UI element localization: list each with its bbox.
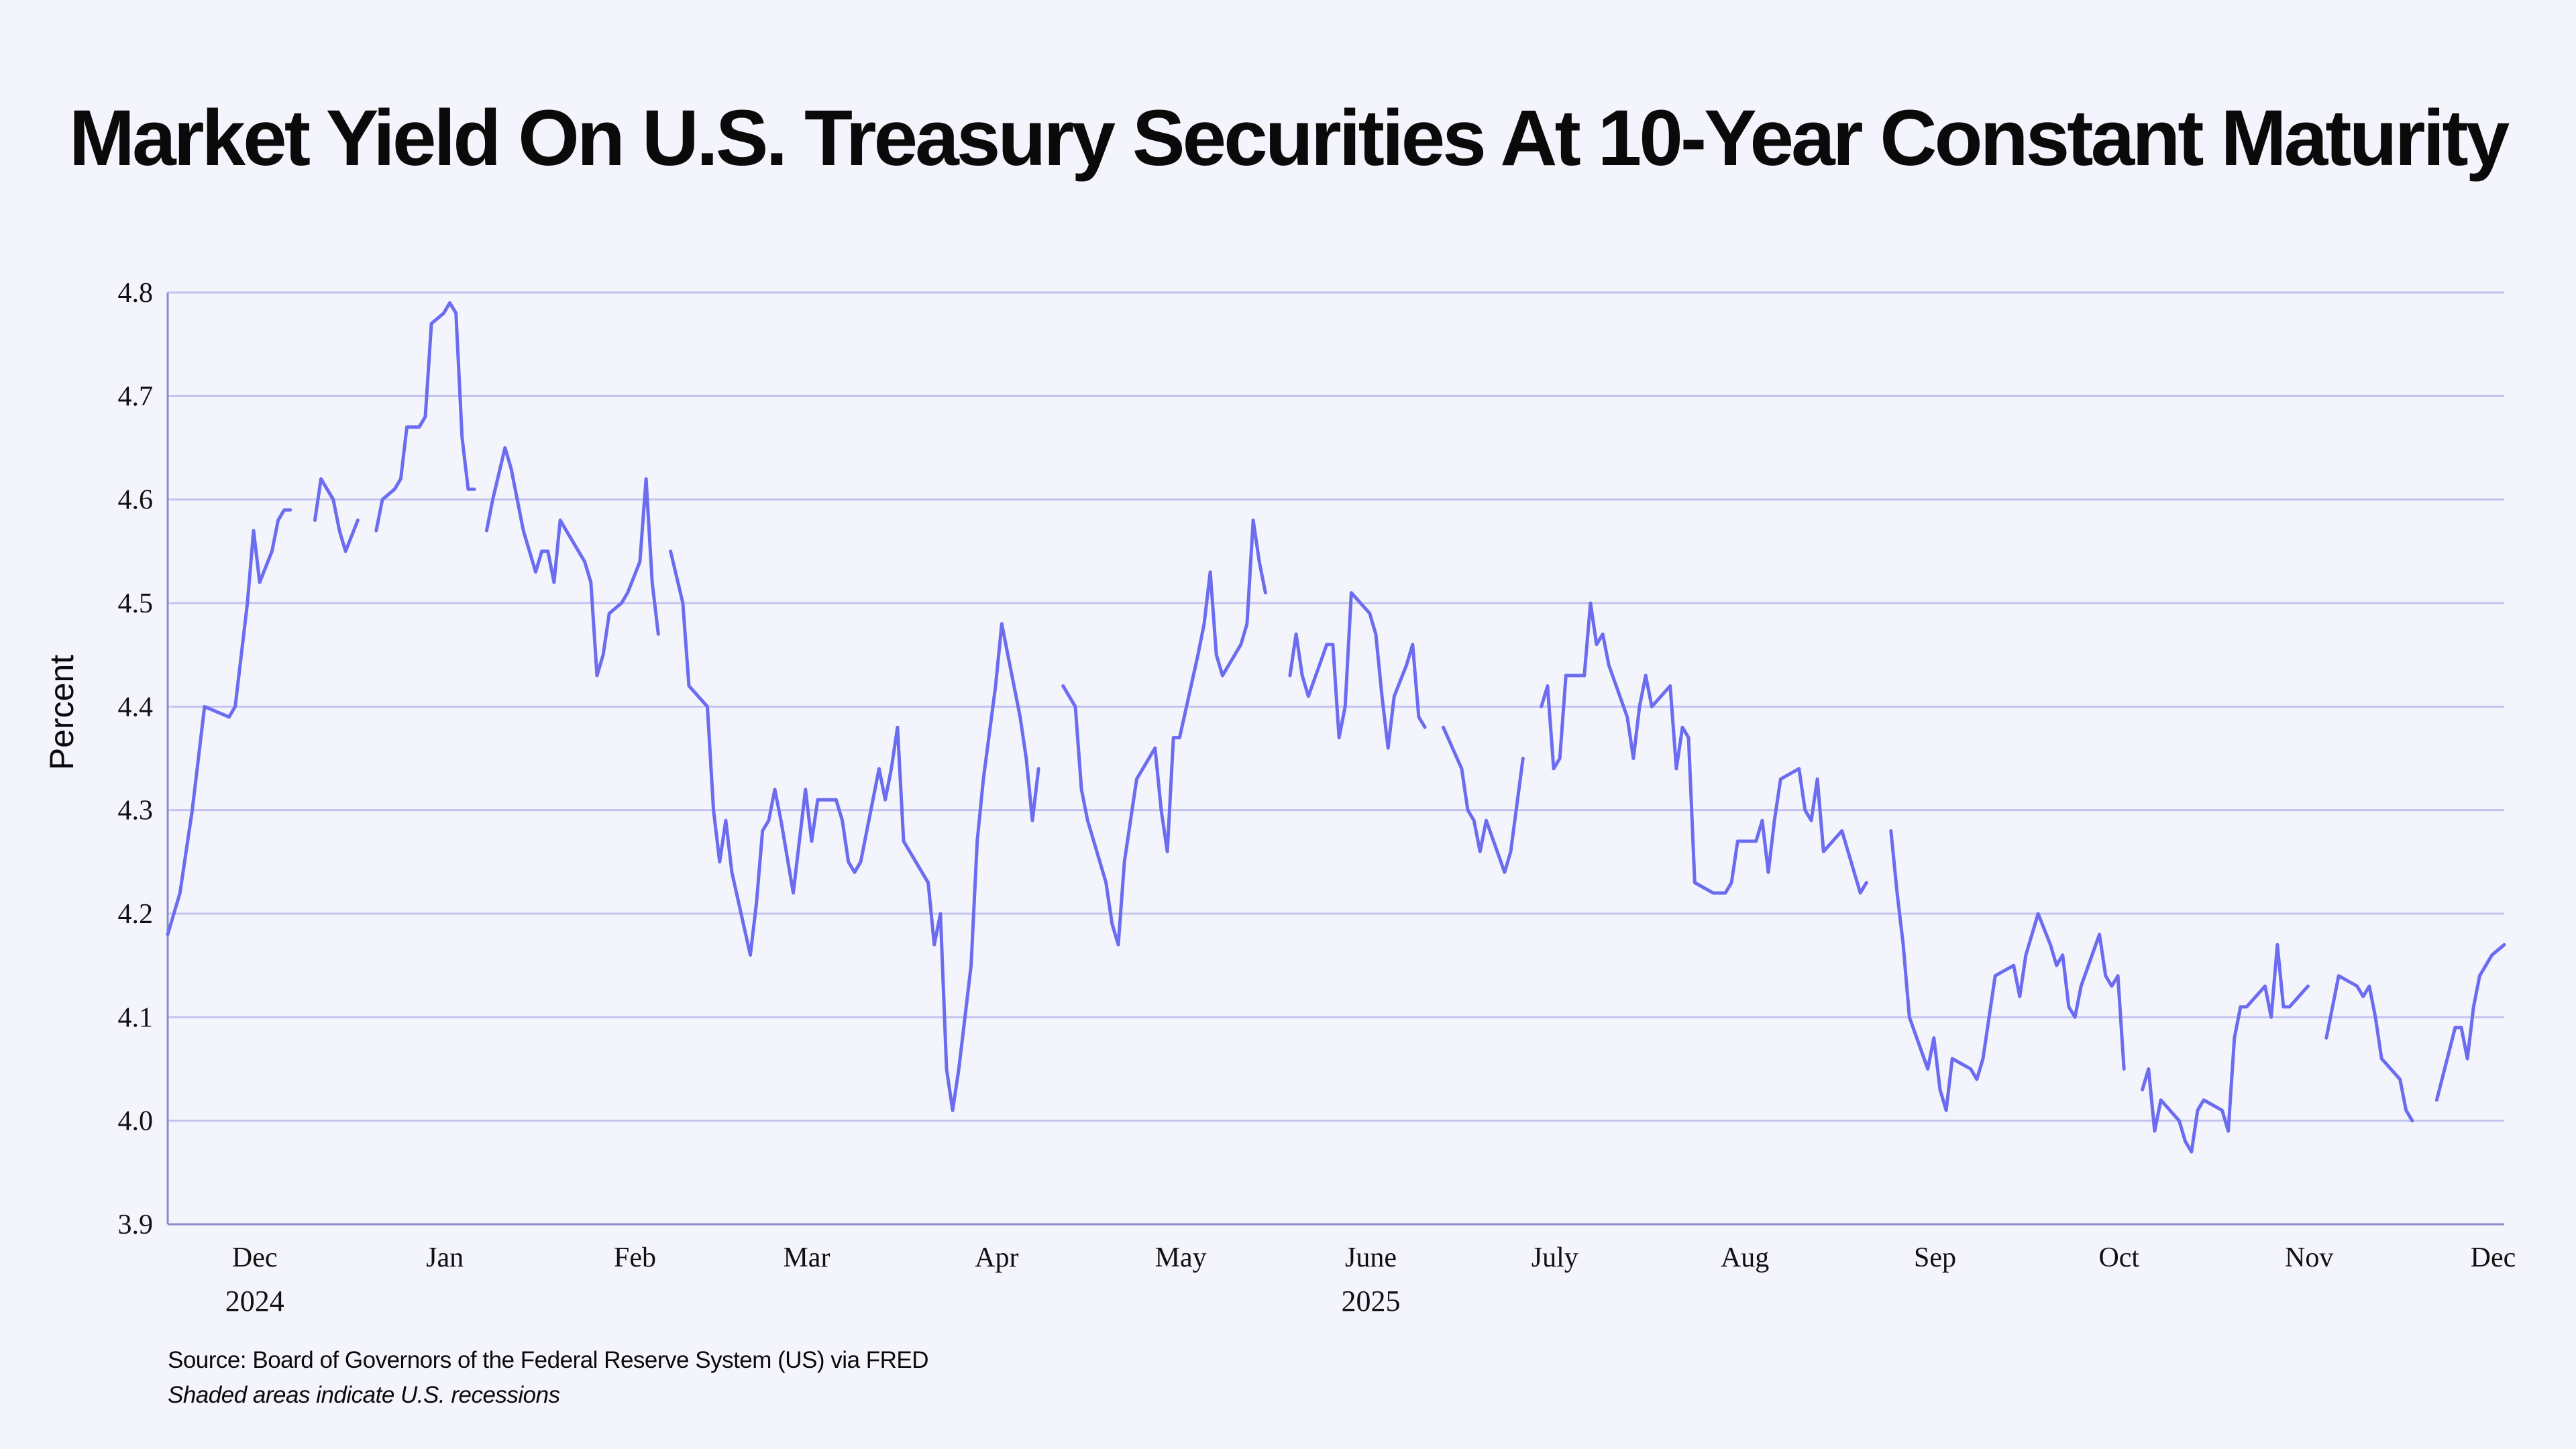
y-tick-4.6: 4.6 <box>118 485 154 516</box>
series-line-segment-11 <box>2324 974 2414 1123</box>
y-tick-4.7: 4.7 <box>118 381 154 412</box>
x-tick-june-6: June <box>1345 1242 1397 1273</box>
y-tick-4.5: 4.5 <box>118 588 154 619</box>
series-line-segment-8 <box>1540 601 1868 895</box>
x-tick-jan-1: Jan <box>426 1242 464 1273</box>
series-line-segment-0 <box>166 508 292 936</box>
chart-title: Market Yield On U.S. Treasury Securities… <box>68 94 2510 182</box>
recession-note: Shaded areas indicate U.S. recessions <box>168 1382 560 1408</box>
y-tick-labels: 3.9 4.0 4.1 4.2 4.3 4.4 4.5 4.6 4.7 4.8 <box>118 278 154 1240</box>
x-tick-feb-2: Feb <box>614 1242 656 1273</box>
y-tick-4.8: 4.8 <box>118 278 154 309</box>
y-tick-4.2: 4.2 <box>118 899 154 930</box>
series-line-segment-7 <box>1442 725 1525 874</box>
series-line-segment-3 <box>484 446 660 678</box>
x-tick-labels: Dec Jan Feb Mar Apr May June July Aug Sep Oct Nov De… <box>225 1242 2516 1318</box>
x-tick-dec-0: Dec <box>232 1242 278 1273</box>
x-tick-may-5: May <box>1155 1242 1207 1273</box>
y-tick-4.0: 4.0 <box>118 1106 154 1137</box>
x-tick-dec-12: Dec <box>2471 1242 2516 1273</box>
x-year-2024: 2024 <box>225 1285 284 1318</box>
series-line-segment-9 <box>1889 829 2126 1112</box>
x-tick-mar-3: Mar <box>783 1242 830 1273</box>
series-line-segment-10 <box>2141 943 2310 1154</box>
series-line-segment-1 <box>313 477 360 553</box>
series-dgs10 <box>166 301 2506 1154</box>
x-tick-nov-11: Nov <box>2285 1242 2333 1273</box>
series-line-segment-6 <box>1288 591 1427 750</box>
x-tick-oct-10: Oct <box>2098 1242 2139 1273</box>
y-tick-4.1: 4.1 <box>118 1002 154 1033</box>
y-tick-4.4: 4.4 <box>118 692 154 722</box>
y-tick-3.9: 3.9 <box>118 1210 154 1240</box>
gridlines <box>168 291 2504 1122</box>
series-line-segment-12 <box>2434 943 2506 1102</box>
series-line-segment-2 <box>374 301 476 533</box>
y-tick-4.3: 4.3 <box>118 796 154 826</box>
x-tick-apr-4: Apr <box>975 1242 1018 1273</box>
axes <box>166 292 2504 1226</box>
series-line-segment-4 <box>669 549 1040 1112</box>
series-line-segment-5 <box>1061 519 1267 947</box>
source-note: Source: Board of Governors of the Federa… <box>168 1347 929 1373</box>
x-tick-aug-8: Aug <box>1721 1242 1769 1273</box>
x-tick-july-7: July <box>1532 1242 1578 1273</box>
x-year-2025: 2025 <box>1341 1285 1400 1318</box>
x-tick-sep-9: Sep <box>1914 1242 1956 1273</box>
